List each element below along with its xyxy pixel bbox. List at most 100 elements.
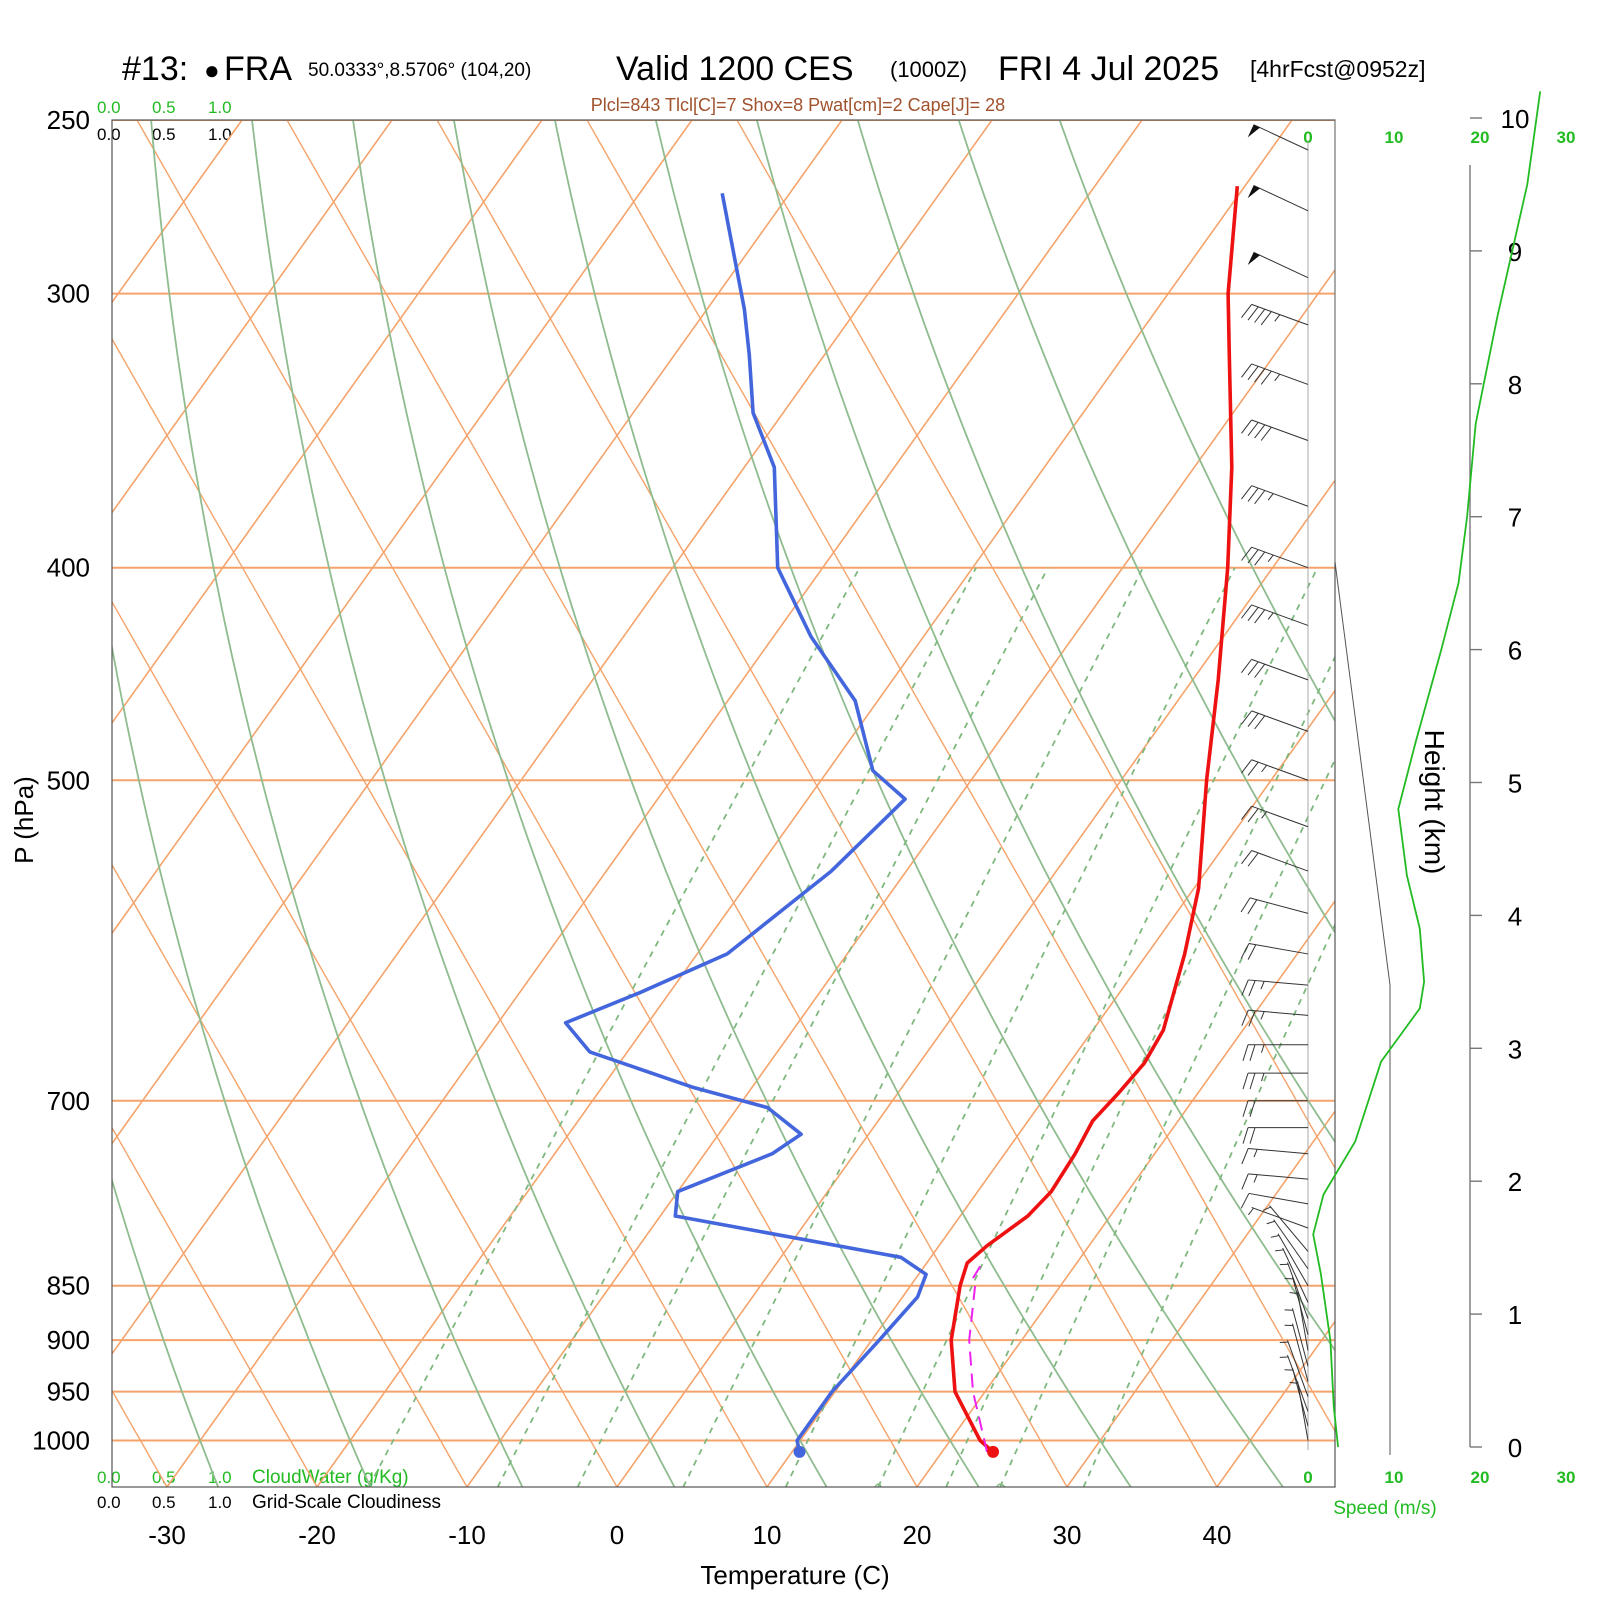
wind-barb bbox=[1284, 1276, 1309, 1335]
mixing-ratio-line bbox=[999, 757, 1335, 1487]
temperature-tick-label: -10 bbox=[448, 1520, 486, 1550]
cloudwater-tick: 0.0 bbox=[97, 1468, 121, 1487]
station-marker: ● bbox=[204, 55, 220, 85]
isotherm-line bbox=[112, 120, 843, 1145]
surface-dewpoint-dot bbox=[793, 1445, 806, 1458]
wind-barb bbox=[1284, 1368, 1309, 1427]
cloudwater-label: CloudWater (g/Kg) bbox=[252, 1467, 409, 1488]
cloudiness-tick: 0.5 bbox=[152, 125, 176, 144]
parcel-path bbox=[968, 1262, 988, 1453]
wind-barb bbox=[1248, 1206, 1309, 1229]
height-tick-label: 1 bbox=[1508, 1300, 1522, 1330]
y-axis-title: P (hPa) bbox=[9, 776, 39, 864]
mixing-ratio-label: 12 bbox=[865, 1480, 891, 1506]
valid-time: Valid 1200 CES bbox=[616, 50, 854, 88]
height-tick-label: 5 bbox=[1508, 769, 1522, 799]
wind-barb bbox=[1240, 943, 1309, 960]
zulu-time: (1000Z) bbox=[890, 57, 967, 82]
height-tick-label: 7 bbox=[1508, 503, 1522, 533]
wind-barb bbox=[1241, 303, 1309, 326]
speed-tick-label-top: 20 bbox=[1471, 128, 1490, 147]
height-tick-label: 3 bbox=[1508, 1034, 1522, 1064]
mixing-ratio-line bbox=[496, 567, 977, 1487]
pressure-tick-label: 250 bbox=[47, 105, 90, 135]
pressure-tick-label: 1000 bbox=[32, 1426, 90, 1456]
wind-barb bbox=[1284, 1308, 1309, 1367]
dry-adiabat-thermal-line bbox=[112, 863, 468, 1487]
plot-frame bbox=[111, 119, 1336, 1488]
isotherm-line bbox=[112, 120, 993, 1356]
speed-tick-label-bottom: 10 bbox=[1385, 1468, 1404, 1487]
mixing-ratio-line bbox=[682, 567, 1144, 1487]
surface-temperature-dot bbox=[987, 1445, 1000, 1458]
wind-barb bbox=[1241, 658, 1309, 681]
stability-indices: Plcl=843 Tlcl[C]=7 Shox=8 Pwat[cm]=2 Cap… bbox=[591, 95, 1005, 115]
dry-adiabat-thermal-line bbox=[112, 337, 768, 1487]
panel-connector bbox=[1334, 561, 1391, 1455]
wind-barb bbox=[1270, 1233, 1309, 1286]
isotherm-line bbox=[1066, 1109, 1335, 1487]
dry-adiabat-line bbox=[654, 120, 1284, 1487]
mixing-ratio-line bbox=[576, 567, 1049, 1487]
speed-tick-label-bottom: 0 bbox=[1303, 1468, 1312, 1487]
speed-tick-label-bottom: 30 bbox=[1557, 1468, 1576, 1487]
mixing-ratio-line bbox=[784, 567, 1236, 1487]
wind-barb bbox=[1247, 124, 1309, 151]
dry-adiabat-line bbox=[856, 120, 1335, 1144]
cloudwater-tick: 0.5 bbox=[152, 1468, 176, 1487]
speed-tick-label-bottom: 20 bbox=[1471, 1468, 1490, 1487]
wind-barb bbox=[1241, 1009, 1309, 1027]
speed-tick-label-top: 0 bbox=[1303, 128, 1312, 147]
forecast-date: FRI 4 Jul 2025 bbox=[998, 50, 1219, 88]
wind-barb bbox=[1241, 850, 1309, 872]
temperature-tick-label: 40 bbox=[1203, 1520, 1232, 1550]
dry-adiabat-line bbox=[755, 120, 1335, 1352]
dewpoint-profile bbox=[563, 192, 928, 1453]
isotherm-line bbox=[1517, 120, 1600, 1487]
forecast-run: [4hrFcst@0952z] bbox=[1250, 56, 1425, 82]
mixing-ratio-label: 20 bbox=[986, 1480, 1012, 1506]
sounding-area bbox=[563, 186, 1240, 1454]
wind-barb bbox=[1241, 759, 1309, 781]
pressure-tick-label: 500 bbox=[47, 765, 90, 795]
dry-adiabat-line bbox=[150, 120, 524, 1487]
cloudwater-tick: 0.5 bbox=[152, 98, 176, 117]
isotherm-line bbox=[616, 478, 1335, 1487]
wind-barb bbox=[1240, 1192, 1309, 1209]
wind-barb bbox=[1279, 1340, 1309, 1397]
dry-adiabat-thermal-line bbox=[112, 1126, 318, 1487]
grid-lines: 1 2 3 5 8 12 20 bbox=[112, 120, 1600, 1506]
cloud-scale-top: 0.0 0.5 1.0 0.0 0.5 1.0 bbox=[97, 98, 232, 144]
wind-barb bbox=[1279, 1262, 1309, 1319]
wind-barb bbox=[1279, 1354, 1309, 1412]
mixing-ratio-line bbox=[877, 567, 1319, 1487]
wind-barb bbox=[1241, 485, 1309, 507]
pressure-tick-label: 400 bbox=[47, 553, 90, 583]
wind-barb bbox=[1241, 979, 1309, 997]
isotherm-line bbox=[1367, 120, 1600, 1487]
cloudiness-tick: 1.0 bbox=[208, 1493, 232, 1512]
isotherm-line bbox=[112, 120, 693, 935]
pressure-tick-label: 700 bbox=[47, 1086, 90, 1116]
wind-barb bbox=[1242, 1072, 1308, 1090]
mixing-ratio-line bbox=[945, 654, 1335, 1487]
wind-barb bbox=[1242, 1100, 1308, 1117]
dry-adiabat-thermal-line bbox=[136, 120, 918, 1487]
isotherm-line bbox=[112, 120, 393, 514]
dry-adiabat-thermal-line bbox=[736, 120, 1335, 1170]
height-tick-label: 6 bbox=[1508, 636, 1522, 666]
isotherm-line bbox=[316, 120, 1293, 1487]
temperature-tick-label: 0 bbox=[610, 1520, 624, 1550]
station-id: #13: bbox=[122, 50, 188, 88]
mixing-ratio-line bbox=[1082, 922, 1335, 1487]
dry-adiabat-line bbox=[957, 120, 1335, 935]
wind-barb bbox=[1241, 1147, 1309, 1165]
dry-adiabat-thermal-line bbox=[286, 120, 1068, 1487]
cloudwater-tick: 1.0 bbox=[208, 98, 232, 117]
wind-barb bbox=[1284, 1323, 1309, 1382]
cloudiness-tick: 1.0 bbox=[208, 125, 232, 144]
wind-barb bbox=[1242, 1127, 1308, 1144]
cloudiness-label: Grid-Scale Cloudiness bbox=[252, 1492, 441, 1513]
temperature-tick-label: 30 bbox=[1053, 1520, 1082, 1550]
